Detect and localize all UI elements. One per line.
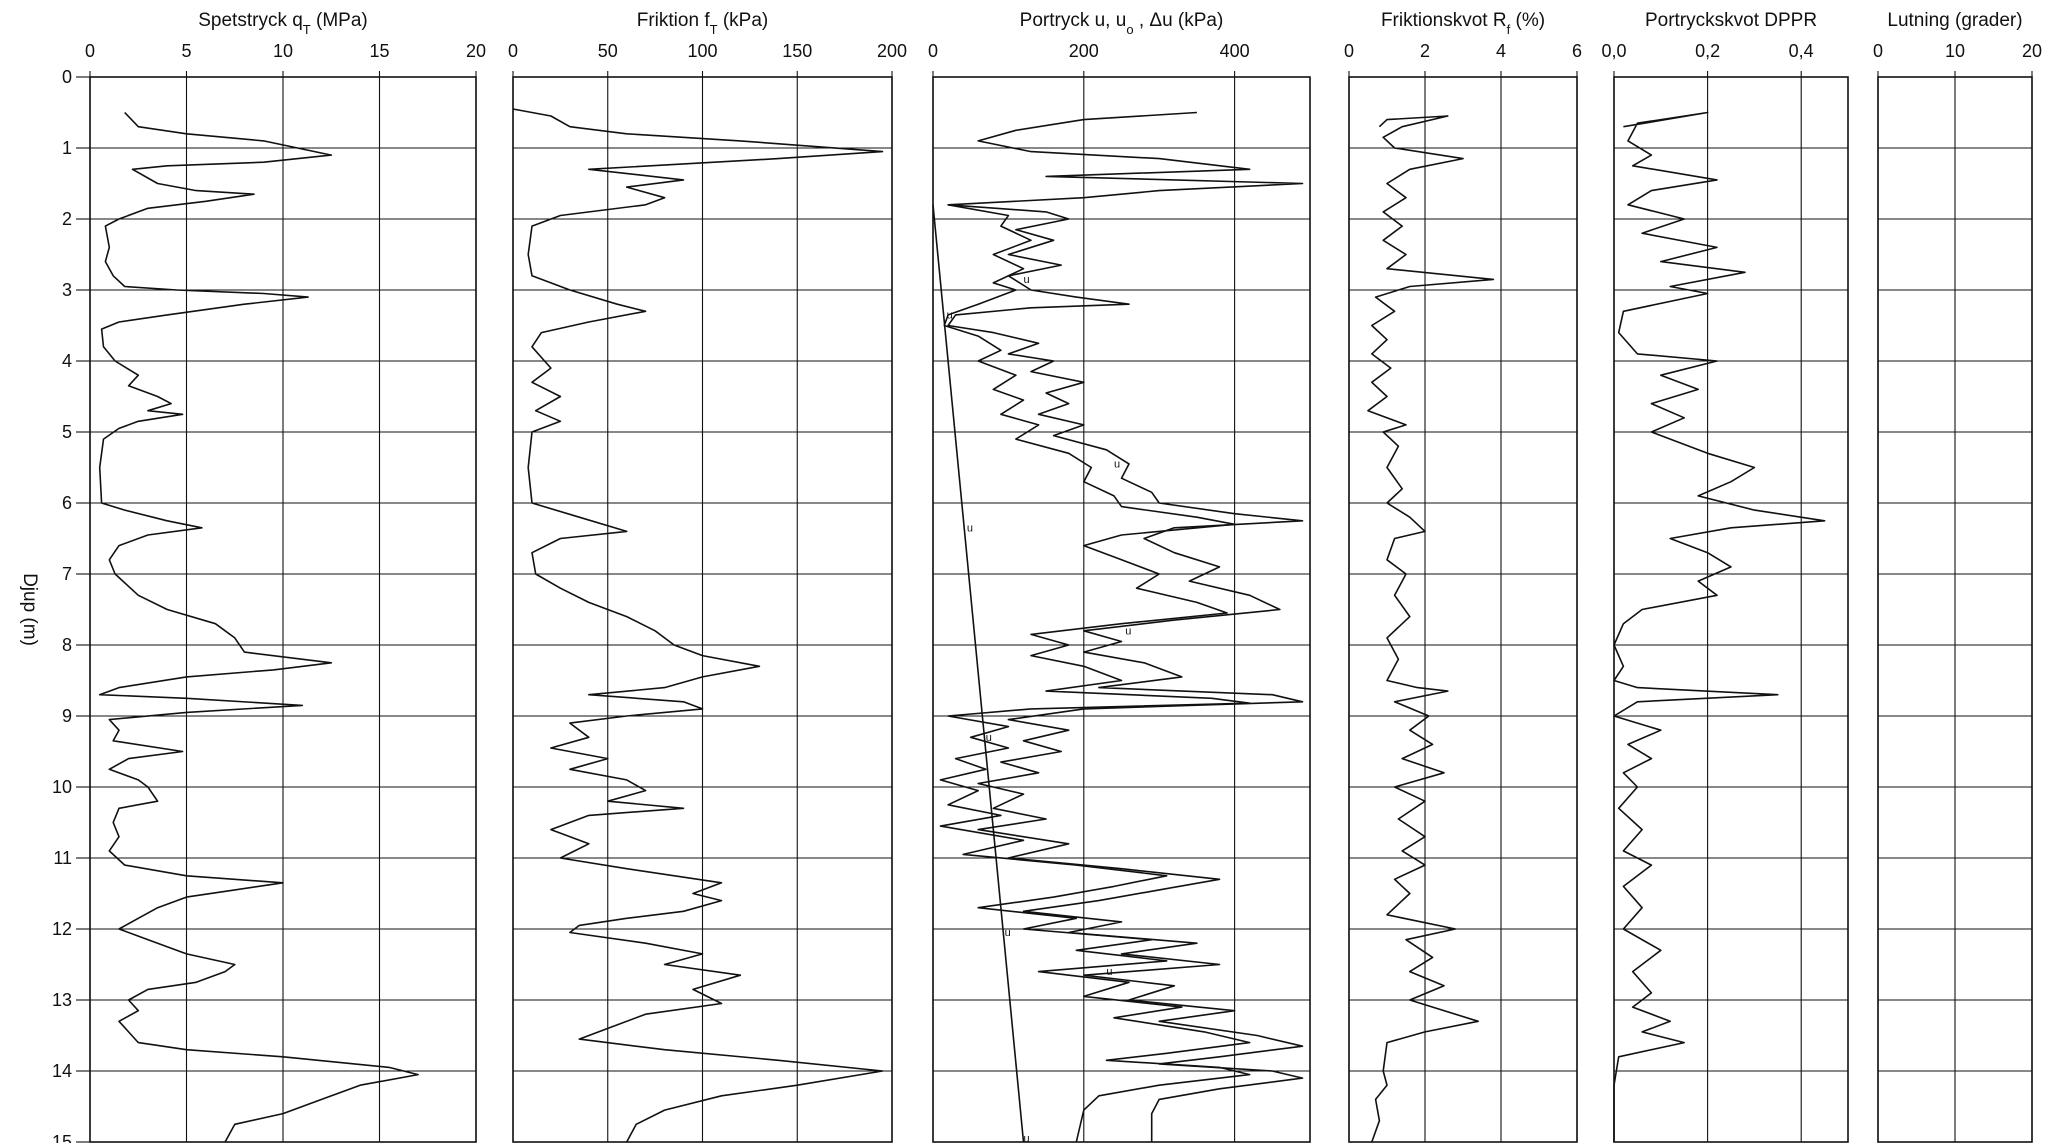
panel-title: Friktion fT (kPa) — [637, 10, 769, 37]
curve-annotation: u — [1005, 927, 1011, 939]
panel-title: Lutning (grader) — [1887, 10, 2022, 31]
panel-u: Portryck u, uo , Δu (kPa) 0 200 400 u u u u u u u u… — [928, 10, 1311, 1143]
curve-annotation: u — [986, 732, 992, 744]
panel-frame — [1613, 76, 1849, 1143]
panel-lut: Lutning (grader)0 10 20 — [1873, 10, 2042, 1143]
x-tick-label: 0,2 — [1695, 41, 1720, 61]
y-tick-label: 4 — [62, 351, 72, 371]
y-tick-label: 2 — [62, 209, 72, 229]
y-tick-label: 1 — [62, 138, 72, 158]
panel-title: Spetstryck qT (MPa) — [198, 10, 368, 37]
x-tick-label: 10 — [273, 41, 293, 61]
y-tick-label: 13 — [52, 990, 72, 1010]
x-tick-label: 0 — [508, 41, 518, 61]
x-tick-label: 400 — [1220, 41, 1250, 61]
curve-annotation: u — [947, 309, 953, 321]
x-tick-label: 0 — [928, 41, 938, 61]
y-tick-label: 15 — [52, 1132, 72, 1143]
x-tick-label: 20 — [2022, 41, 2042, 61]
panel-dppr: Portryckskvot DPPR 0,0 0,2 0,4 — [1601, 10, 1849, 1143]
x-tick-label: 6 — [1572, 41, 1582, 61]
x-tick-label: 10 — [1945, 41, 1965, 61]
x-tick-label: 2 — [1420, 41, 1430, 61]
y-tick-label: 6 — [62, 493, 72, 513]
panel-qt: Spetstryck qT (MPa) 0 5 10 15 20 — [85, 10, 486, 1143]
y-tick-label: 5 — [62, 422, 72, 442]
series-line-qt-0 — [98, 111, 419, 1143]
curve-annotation: u — [1114, 459, 1120, 471]
y-tick-label: 8 — [62, 635, 72, 655]
panel-rf: Friktionskvot Rf (%) 0 2 4 6 — [1344, 10, 1582, 1143]
series-line-rf-0 — [1367, 115, 1495, 1143]
y-tick-label: 9 — [62, 706, 72, 726]
x-tick-label: 15 — [369, 41, 389, 61]
panel-frame — [932, 76, 1311, 1143]
x-tick-label: 150 — [782, 41, 812, 61]
series-line-u-0 — [947, 111, 1304, 1142]
curve-annotation: u — [1023, 1133, 1029, 1143]
x-tick-label: 0 — [1873, 41, 1883, 61]
y-tick-label: 0 — [62, 67, 72, 87]
x-tick-label: 20 — [466, 41, 486, 61]
panel-title: Friktionskvot Rf (%) — [1381, 10, 1545, 37]
panel-fs: Friktion fT (kPa) 0 50 100 150 200 — [508, 10, 907, 1143]
panel-frame — [89, 76, 477, 1143]
series-line-u-2 — [932, 204, 1025, 1143]
x-tick-label: 5 — [181, 41, 191, 61]
x-tick-label: 4 — [1496, 41, 1506, 61]
x-tick-label: 0 — [85, 41, 95, 61]
panel-title: Portryckskvot DPPR — [1645, 10, 1817, 31]
x-tick-label: 0,0 — [1601, 41, 1626, 61]
x-tick-label: 0,4 — [1789, 41, 1814, 61]
curve-annotation: u — [967, 522, 973, 534]
series-line-u-1 — [939, 204, 1251, 1143]
panel-frame — [512, 76, 893, 1143]
y-tick-label: 12 — [52, 919, 72, 939]
y-tick-label: 3 — [62, 280, 72, 300]
x-tick-label: 50 — [598, 41, 618, 61]
series-line-dppr-0 — [1613, 111, 1826, 1142]
curve-annotation: u — [1125, 625, 1131, 637]
y-axis-label: Djup (m) — [19, 573, 40, 646]
curve-annotation: u — [1023, 274, 1029, 286]
panel-frame — [1877, 76, 2033, 1143]
curve-annotation: u — [1106, 966, 1112, 978]
y-tick-label: 11 — [53, 848, 72, 868]
x-tick-label: 100 — [687, 41, 717, 61]
y-tick-label: 14 — [52, 1061, 72, 1081]
y-tick-label: 7 — [62, 564, 72, 584]
x-tick-label: 200 — [877, 41, 907, 61]
x-tick-label: 0 — [1344, 41, 1354, 61]
x-tick-label: 200 — [1069, 41, 1099, 61]
panel-title: Portryck u, uo , Δu (kPa) — [1020, 10, 1224, 37]
panel-frame — [1348, 76, 1578, 1143]
y-tick-label: 10 — [52, 777, 72, 797]
series-line-fs-0 — [512, 108, 884, 1143]
